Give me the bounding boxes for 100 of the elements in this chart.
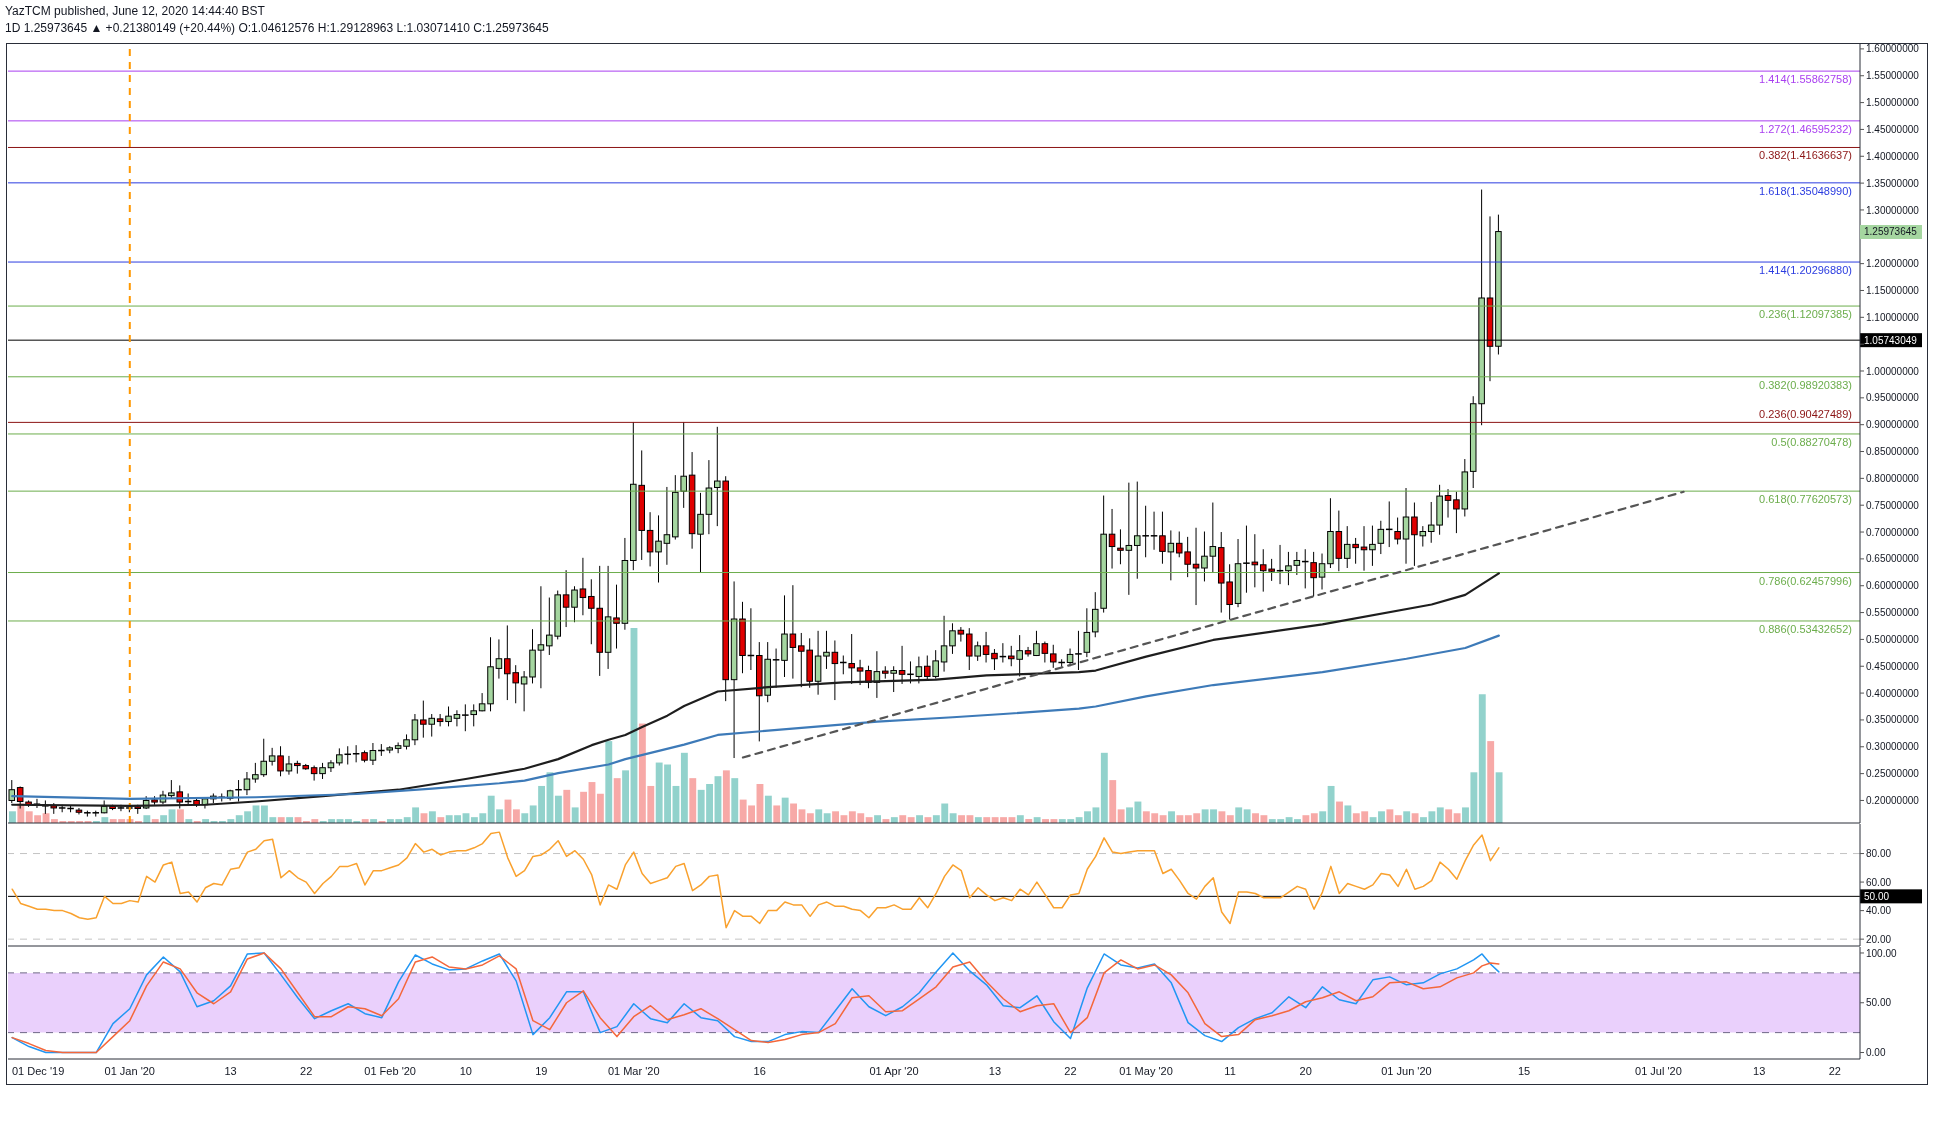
bar [1159,815,1167,823]
text: 1.25973645 [1860,224,1922,239]
candlestick [1318,553,1326,590]
ref-line-label: 1.05743049 [1864,334,1918,346]
ref-line-label: 0.236(0.90427489) [1759,408,1852,421]
y-tick-label: 1.40000000 [1866,150,1920,162]
y-tick-label: 0.00 [1866,1047,1886,1059]
bar [1403,811,1411,823]
candlestick [898,645,906,685]
bar [832,811,839,823]
y-tick-label: 40.00 [1866,905,1892,917]
bar [1344,805,1352,823]
bar [1117,809,1125,823]
y-tick-label: 1.20000000 [1866,258,1920,270]
x-tick-label: 10 [459,1064,472,1077]
bar [1327,785,1335,823]
x-tick-label: 13 [988,1064,1002,1077]
y-tick-label: 0.95000000 [1866,392,1920,404]
bar [1310,813,1318,823]
bar [1394,815,1402,823]
bar [689,778,697,823]
ref-line-label: 0.382(1.41636637) [1759,149,1852,162]
bar [874,815,881,823]
x-tick-label: 01 Jul '20 [1635,1064,1682,1077]
bar [806,813,814,823]
bar [613,778,621,823]
candlestick [1402,487,1410,565]
y-tick-label: 0.70000000 [1866,526,1920,538]
x-tick-label: 01 Apr '20 [869,1064,919,1077]
bar [773,805,781,823]
candlestick [982,631,990,663]
bar [1386,809,1394,823]
bar [1453,813,1461,823]
candlestick [411,713,419,746]
y-tick-label: 0.55000000 [1866,607,1920,619]
bar [764,795,772,823]
candlestick [1083,607,1091,658]
ref-line-label: 0.786(0.62457996) [1759,574,1852,587]
ref-line-label: 0.886(0.53432652) [1759,622,1852,635]
bar [1235,807,1243,823]
bar [1336,801,1343,823]
x-tick-label: 19 [535,1064,548,1077]
y-tick-label: 0.25000000 [1866,768,1920,780]
candlestick [680,421,687,509]
line-series [11,572,1500,807]
candlestick [8,779,16,804]
bar [680,752,688,823]
bar [176,809,184,823]
x-tick-label: 15 [1517,1064,1531,1077]
bar [563,789,571,823]
bar [731,778,739,823]
bar [580,791,588,823]
candlestick [991,648,998,671]
y-tick-label: 0.65000000 [1866,553,1920,565]
bar [622,770,630,823]
y-tick-label: 0.90000000 [1866,419,1920,431]
candlestick [1091,591,1099,638]
y-tick-label: 20.00 [1866,933,1892,945]
x-tick-label: 11 [1224,1064,1236,1077]
ref-line-label: 1.272(1.46595232) [1759,122,1852,135]
bar [815,809,823,823]
candlestick [327,759,335,773]
bar [1226,815,1234,823]
x-tick-label: 22 [1828,1064,1841,1077]
candlestick [1192,527,1200,606]
bar [1319,811,1327,823]
y-tick-label: 1.35000000 [1866,177,1920,189]
line-series [11,831,1500,929]
bar [1176,815,1184,823]
y-tick-label: 1.10000000 [1866,311,1920,323]
bar [722,770,730,823]
candlestick [369,742,377,766]
y-tick-label: 60.00 [1866,876,1892,888]
candlestick [940,615,948,673]
ref-line-label: 0.382(0.98920383) [1759,378,1852,391]
bar [1168,811,1175,823]
x-tick-label: 22 [300,1064,313,1077]
y-tick-label: 0.50000000 [1866,633,1920,645]
candlestick [453,709,461,727]
candlestick [1024,646,1032,658]
y-tick-label: 1.15000000 [1866,285,1920,297]
bar [790,803,797,823]
bar [1109,780,1117,823]
y-tick-label: 1.30000000 [1866,204,1920,216]
ref-line-label: 1.618(1.35048990) [1759,184,1852,197]
candlestick [1369,525,1376,567]
ref-line-label: 0.618(0.77620573) [1759,493,1852,506]
candlestick [1444,488,1452,519]
x-tick-label: 01 Jan '20 [104,1064,155,1077]
bar [899,815,907,823]
bar [1445,809,1453,823]
y-tick-label: 1.60000000 [1866,43,1920,55]
y-tick-label: 1.50000000 [1866,97,1920,109]
y-tick-label: 100.00 [1866,947,1898,959]
bar [512,809,520,823]
bar [1495,772,1503,823]
ref-line-label: 0.5(0.88270478) [1771,435,1852,448]
candlestick [848,633,855,685]
candlestick [1310,551,1317,597]
y-tick-label: 0.85000000 [1866,446,1920,458]
